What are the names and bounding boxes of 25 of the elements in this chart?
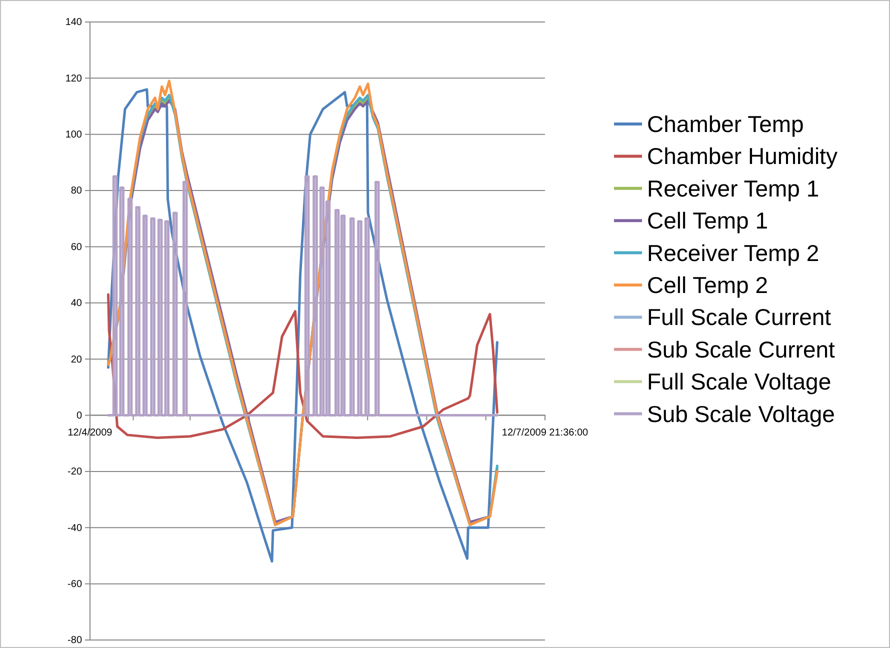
y-tick-label: -40	[68, 522, 82, 534]
y-tick-label: 0	[76, 410, 82, 422]
x-tick-label: 12/4/2009	[68, 427, 113, 438]
y-tick-label: -20	[68, 466, 82, 478]
y-tick-label: 60	[70, 242, 82, 253]
y-tick-label: -80	[68, 635, 82, 646]
legend-label: Chamber Humidity	[647, 143, 838, 170]
legend-label: Chamber Temp	[647, 111, 804, 137]
y-tick-label: 20	[70, 354, 82, 366]
y-tick-label: -60	[68, 579, 82, 590]
y-tick-label: 40	[70, 298, 82, 310]
legend-label: Sub Scale Current	[647, 336, 836, 362]
legend-label: Cell Temp 1	[647, 208, 768, 234]
y-tick-label: 100	[65, 130, 82, 141]
legend-label: Receiver Temp 2	[647, 240, 820, 266]
legend-label: Full Scale Voltage	[647, 368, 832, 395]
y-tick-label: 120	[65, 73, 82, 84]
x-tick-label: 12/7/2009 21:36:00	[502, 427, 589, 438]
y-tick-label: 140	[65, 17, 82, 28]
legend-label: Sub Scale Voltage	[647, 400, 835, 427]
legend-label: Full Scale Current	[647, 304, 832, 330]
legend-label: Cell Temp 2	[647, 272, 768, 298]
y-tick-label: 80	[70, 186, 82, 197]
line-series	[106, 175, 498, 417]
legend-label: Receiver Temp 1	[647, 175, 820, 202]
